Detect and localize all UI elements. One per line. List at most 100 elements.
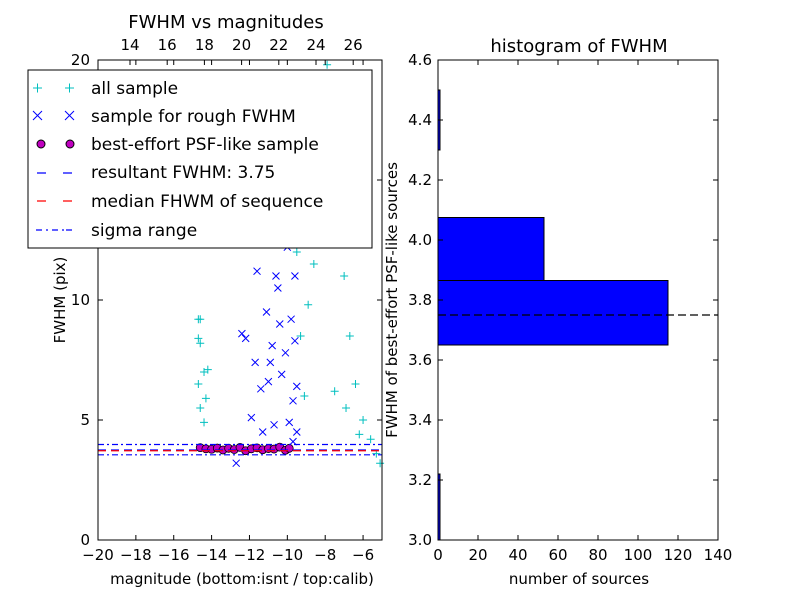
hist-x-tick-label: 60 <box>548 546 567 564</box>
rough-sample-point <box>272 272 280 280</box>
x-tick-label: −14 <box>196 546 228 564</box>
hist-x-tick-label: 40 <box>508 546 527 564</box>
rough-sample-point <box>275 320 284 328</box>
y-tick-label: 20 <box>71 51 90 69</box>
rough-sample-point <box>289 396 297 405</box>
scatter-x-axis-label: magnitude (bottom:isnt / top:calib) <box>110 570 374 588</box>
rough-sample-point <box>287 315 295 324</box>
all-sample-point <box>376 459 385 468</box>
rough-sample-point <box>291 336 299 345</box>
histogram-x-ticks: 0 20 40 60 80 100 120 140 <box>433 60 732 564</box>
histogram-x-axis-label: number of sources <box>509 570 649 588</box>
all-sample-point <box>196 404 205 412</box>
top-tick-label: 18 <box>195 36 214 54</box>
hist-y-tick-label: 4.0 <box>408 231 432 249</box>
rough-sample-point <box>285 418 294 427</box>
top-tick-label: 20 <box>232 36 251 54</box>
rough-sample-point <box>256 384 265 393</box>
top-tick-label: 22 <box>269 36 288 54</box>
rough-sample-point <box>292 382 301 391</box>
histogram-bar <box>437 217 545 281</box>
hist-x-tick-label: 100 <box>624 546 653 564</box>
all-sample-point <box>323 60 332 69</box>
all-sample-point <box>355 430 364 439</box>
all-sample-point <box>340 272 349 280</box>
scatter-title: FWHM vs magnitudes <box>128 12 323 33</box>
legend-marker-rough-sample <box>32 110 75 121</box>
legend-label-resultant-fwhm: resultant FWHM: 3.75 <box>91 163 275 183</box>
rough-sample-point <box>264 377 273 386</box>
all-sample-point <box>196 339 205 348</box>
all-sample-point <box>345 332 354 340</box>
top-tick-label: 26 <box>344 36 363 54</box>
x-tick-label: −10 <box>272 546 304 564</box>
rough-sample-point <box>270 420 278 429</box>
hist-y-tick-label: 3.8 <box>408 291 432 309</box>
all-sample-point <box>203 365 212 374</box>
all-sample-point <box>304 300 313 309</box>
legend-label-all-sample: all sample <box>91 79 178 99</box>
legend-label-rough-sample: sample for rough FWHM <box>91 107 296 127</box>
all-sample-point <box>292 248 301 256</box>
series-2 <box>195 442 294 456</box>
rough-sample-point <box>258 428 267 436</box>
scatter-panel: FWHM vs magnitudes −20 −18 −16 −14 −12 −10 −8−… <box>27 12 385 588</box>
rough-sample-point <box>281 348 290 357</box>
hist-y-tick-label: 3.4 <box>408 411 432 429</box>
all-sample-point <box>194 334 203 343</box>
legend-label-sigma-range: sigma range <box>91 221 197 241</box>
scatter-top-ticks: 14 16 18 20 22 24 26 <box>120 36 363 65</box>
histogram-bar <box>437 280 669 346</box>
legend-marker-all-sample <box>33 83 74 93</box>
all-sample-point <box>359 416 368 424</box>
all-sample-point <box>330 387 339 396</box>
top-tick-label: 24 <box>306 36 325 54</box>
x-tick-label: −20 <box>82 546 114 564</box>
all-sample-point <box>300 392 309 400</box>
top-tick-label: 16 <box>158 36 177 54</box>
rough-sample-point <box>291 272 299 280</box>
scatter-reference-lines <box>98 443 382 456</box>
histogram-panel: histogram of FWHM 0 20 40 60 80 100 120 140 3.0… <box>383 36 732 588</box>
all-sample-point <box>196 315 205 324</box>
x-tick-label: −12 <box>234 546 266 564</box>
scatter-legend: all sample sample for rough FWHM best-ef… <box>27 69 373 249</box>
rough-sample-point <box>262 308 271 316</box>
histogram-y-ticks: 3.0 3.2 3.4 3.6 3.8 4.0 4.2 4.4 4.6 <box>408 51 718 549</box>
hist-y-tick-label: 3.2 <box>408 471 432 489</box>
all-sample-point <box>342 404 351 412</box>
all-sample-point <box>351 380 360 388</box>
all-sample-point <box>200 418 209 427</box>
x-tick-label: −18 <box>120 546 152 564</box>
rough-sample-point <box>251 358 260 367</box>
all-sample-point <box>296 332 305 340</box>
rough-sample-point <box>268 341 277 350</box>
hist-y-tick-label: 4.2 <box>408 171 432 189</box>
hist-x-tick-label: 0 <box>433 546 443 564</box>
rough-sample-point <box>292 428 301 436</box>
rough-sample-point <box>253 267 261 276</box>
x-tick-label: −16 <box>158 546 190 564</box>
y-tick-label: 0 <box>80 531 90 549</box>
histogram-title: histogram of FWHM <box>490 36 667 57</box>
x-tick-label: −8 <box>314 546 336 564</box>
hist-x-tick-label: 140 <box>704 546 733 564</box>
legend-label-psf-sample: best-effort PSF-like sample <box>91 135 319 155</box>
rough-sample-point <box>247 413 256 422</box>
rough-sample-point <box>274 284 282 292</box>
hist-x-tick-label: 120 <box>664 546 693 564</box>
x-tick-label: −6 <box>352 546 374 564</box>
all-sample-point <box>366 435 375 444</box>
hist-y-tick-label: 4.6 <box>408 51 432 69</box>
all-sample-point <box>194 380 203 388</box>
y-tick-label: 5 <box>80 411 90 429</box>
rough-sample-point <box>277 370 286 379</box>
legend-box <box>27 69 373 249</box>
y-tick-label: 10 <box>71 291 90 309</box>
hist-x-tick-label: 80 <box>588 546 607 564</box>
hist-y-tick-label: 3.6 <box>408 351 432 369</box>
rough-sample-point <box>266 358 275 367</box>
legend-marker-psf-sample <box>36 139 75 149</box>
histogram-y-axis-label: FWHM of best-effort PSF-like sources <box>383 162 401 438</box>
